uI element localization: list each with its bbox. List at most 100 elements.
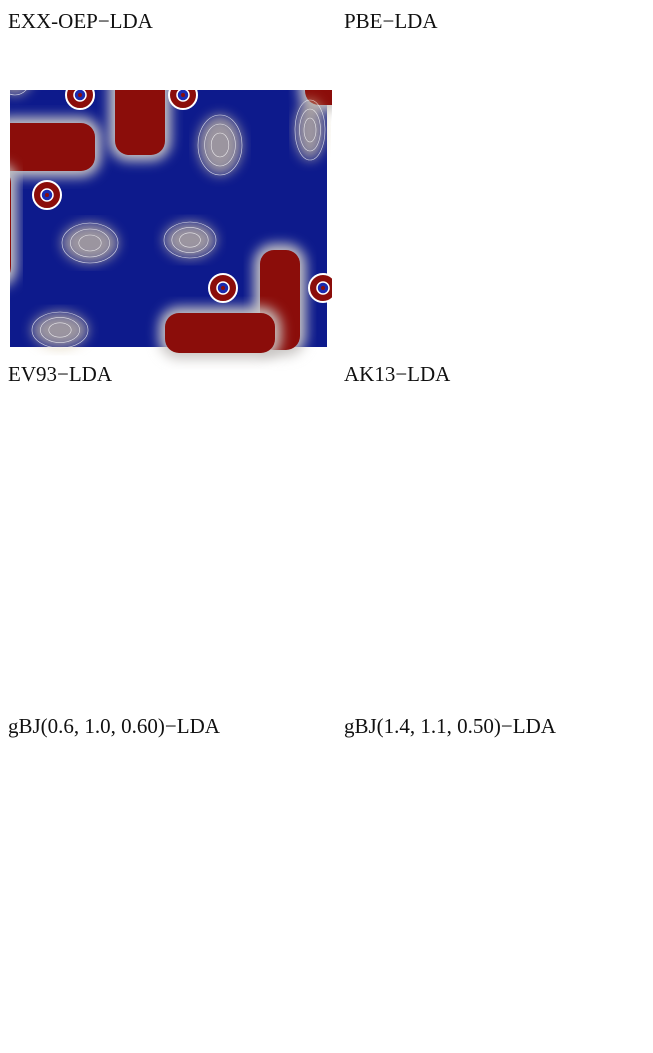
contour-line	[62, 575, 118, 615]
atom-center	[409, 446, 413, 450]
contour-line	[1, 397, 29, 439]
contour-line	[410, 235, 432, 251]
atom-ring	[169, 434, 197, 462]
white-halo	[582, 950, 633, 1053]
atom-center	[510, 446, 514, 450]
atom-core	[406, 442, 418, 454]
atom-basin	[473, 408, 551, 487]
atom-ring	[309, 980, 337, 1008]
contour-line	[164, 928, 216, 964]
contour-line	[334, 749, 361, 791]
atom-core	[643, 282, 653, 294]
contour-line	[7, 53, 23, 77]
atom-ring	[635, 625, 653, 653]
red-region	[475, 547, 653, 698]
glow	[328, 35, 367, 95]
contour-line	[364, 312, 419, 348]
contour-line	[10, 90, 27, 96]
contour-line	[7, 406, 23, 430]
contour-line	[626, 814, 647, 856]
atom-center	[647, 992, 651, 996]
contour-line	[48, 322, 72, 338]
background	[338, 398, 653, 698]
contour-line	[299, 108, 321, 152]
atom-center	[78, 93, 82, 97]
white-halo	[10, 166, 17, 284]
atom-ring	[365, 181, 392, 209]
atom-core	[373, 189, 385, 201]
contour-line	[509, 938, 529, 952]
red-region	[446, 35, 495, 155]
contour-line	[171, 227, 209, 253]
atom-center	[221, 286, 225, 290]
contour-line	[300, 814, 321, 856]
glow	[527, 820, 570, 880]
contour-line	[78, 234, 102, 252]
atom-core	[317, 988, 329, 1000]
contour-line	[7, 758, 23, 782]
contour-plot	[328, 388, 653, 699]
red-region	[587, 250, 626, 350]
atom-center	[409, 93, 413, 97]
atom-core	[217, 988, 229, 1000]
red-region	[145, 547, 327, 698]
atom-core	[74, 442, 86, 454]
contour-line	[198, 820, 242, 880]
contour-line	[626, 462, 647, 504]
contour-line	[394, 929, 449, 969]
glow	[527, 115, 570, 175]
red-region	[338, 398, 653, 567]
atom-center	[377, 193, 381, 197]
contour-line	[402, 229, 440, 257]
atom-basin	[610, 600, 653, 679]
contour-line	[204, 123, 236, 167]
contour-line	[381, 1029, 403, 1043]
contour-line	[373, 317, 411, 342]
contour-line	[381, 674, 403, 688]
atom-core	[545, 282, 557, 294]
atom-basin	[340, 507, 418, 586]
atom-center	[78, 798, 82, 802]
contour-line	[70, 935, 109, 963]
contour-line	[373, 1023, 411, 1048]
contour-line	[49, 1029, 71, 1043]
contour-line	[70, 581, 109, 609]
red-region	[5, 398, 327, 567]
atom-center	[181, 93, 185, 97]
atom-center	[181, 798, 185, 802]
atom-ring	[635, 980, 653, 1008]
contour-line	[70, 228, 110, 258]
contour-line	[394, 575, 449, 615]
contour-line	[340, 53, 356, 77]
atom-center	[321, 286, 325, 290]
contour-line	[533, 124, 563, 166]
atom-center	[377, 898, 381, 902]
atom-ring	[398, 786, 425, 814]
atom-core	[373, 541, 385, 553]
contour-line	[334, 44, 361, 86]
panel-title: gBJ(1.4, 1.1, 0.50)−LDA	[344, 714, 557, 738]
red-region	[115, 740, 165, 860]
contour-line	[79, 941, 101, 957]
red-region	[328, 123, 426, 171]
glow	[364, 312, 419, 348]
background	[338, 750, 653, 1053]
atom-ring	[309, 625, 337, 653]
glow	[10, 90, 27, 95]
contour-line	[328, 740, 367, 800]
contour-line	[79, 587, 101, 603]
glow	[164, 928, 216, 964]
red-region	[446, 740, 495, 860]
contour-line	[501, 933, 537, 958]
contour-line	[0, 388, 35, 448]
glow	[62, 929, 118, 969]
red-region	[631, 750, 653, 810]
glow	[32, 1018, 88, 1053]
atom-basin	[283, 600, 363, 679]
atom-ring	[538, 274, 565, 302]
contour-line	[622, 805, 651, 865]
glow	[394, 223, 449, 263]
contour-line	[540, 485, 557, 509]
panel-title: gBJ(0.6, 1.0, 0.60)−LDA	[8, 714, 221, 738]
